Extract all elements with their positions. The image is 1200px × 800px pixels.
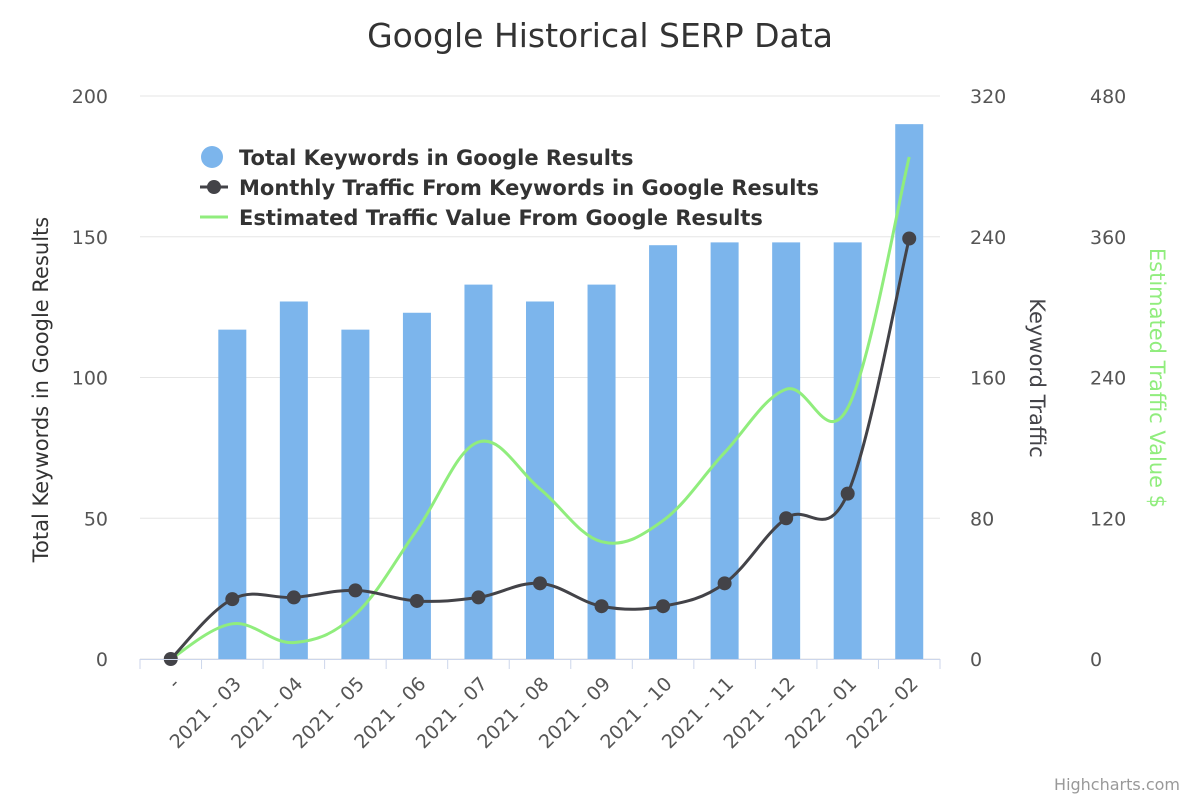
line-series[interactable] bbox=[163, 156, 917, 666]
axes: 0 0 0 50 80 120 100 160 240 150 240 360 200 320 480 Tot… bbox=[29, 86, 1169, 671]
traffic-axis-title: Keyword Traffic bbox=[1025, 298, 1049, 457]
credits-link[interactable]: Highcharts.com bbox=[1054, 775, 1180, 794]
bar-keywords[interactable] bbox=[895, 124, 924, 659]
legend-item[interactable]: Total Keywords in Google Results bbox=[201, 146, 633, 170]
left-axis-title: Total Keywords in Google Results bbox=[29, 217, 53, 563]
traffic-point-marker[interactable] bbox=[656, 599, 671, 614]
legend-symbol bbox=[201, 146, 223, 168]
left-axis-tick-label: 200 bbox=[72, 86, 108, 108]
x-axis-tick-label: - bbox=[164, 673, 184, 693]
traffic-point-marker[interactable] bbox=[717, 576, 732, 591]
bar-keywords[interactable] bbox=[587, 284, 616, 659]
traffic-axis-tick-label: 320 bbox=[970, 86, 1006, 108]
left-axis-tick-label: 100 bbox=[72, 368, 108, 390]
traffic-point-marker[interactable] bbox=[902, 231, 917, 246]
value-axis-title: Estimated Traffic Value $ bbox=[1145, 248, 1169, 508]
bar-keywords[interactable] bbox=[218, 329, 247, 659]
traffic-point-marker[interactable] bbox=[409, 593, 424, 608]
traffic-point-marker[interactable] bbox=[594, 599, 609, 614]
value-axis-tick-label: 0 bbox=[1090, 649, 1102, 671]
legend-label: Monthly Traffic From Keywords in Google … bbox=[239, 176, 819, 200]
value-axis-tick-label: 480 bbox=[1090, 86, 1126, 108]
traffic-axis-tick-label: 80 bbox=[970, 508, 994, 530]
legend-label: Total Keywords in Google Results bbox=[239, 146, 633, 170]
traffic-point-marker[interactable] bbox=[471, 590, 486, 605]
legend-item[interactable]: Monthly Traffic From Keywords in Google … bbox=[200, 176, 819, 200]
legend[interactable]: Total Keywords in Google Results Monthly … bbox=[200, 146, 819, 230]
value-axis-tick-label: 120 bbox=[1090, 508, 1126, 530]
left-axis-tick-label: 150 bbox=[72, 227, 108, 249]
value-axis-tick-label: 360 bbox=[1090, 227, 1126, 249]
traffic-point-marker[interactable] bbox=[348, 583, 363, 598]
left-axis-tick-label: 0 bbox=[96, 649, 108, 671]
legend-item[interactable]: Estimated Traffic Value From Google Resu… bbox=[200, 206, 763, 230]
bar-series[interactable] bbox=[218, 124, 924, 659]
traffic-point-marker[interactable] bbox=[286, 590, 301, 605]
traffic-point-marker[interactable] bbox=[779, 511, 794, 526]
traffic-point-marker[interactable] bbox=[533, 576, 547, 591]
legend-label: Estimated Traffic Value From Google Resu… bbox=[239, 206, 763, 230]
traffic-axis-tick-label: 0 bbox=[970, 649, 982, 671]
traffic-axis-tick-label: 160 bbox=[970, 368, 1006, 390]
bar-keywords[interactable] bbox=[772, 242, 801, 659]
bar-keywords[interactable] bbox=[833, 242, 862, 659]
traffic-point-marker[interactable] bbox=[840, 486, 855, 501]
bar-keywords[interactable] bbox=[279, 301, 308, 659]
bar-keywords[interactable] bbox=[341, 329, 370, 659]
chart-title: Google Historical SERP Data bbox=[367, 16, 833, 55]
legend-marker bbox=[207, 180, 221, 194]
line-traffic-value[interactable] bbox=[169, 156, 911, 661]
traffic-point-marker[interactable] bbox=[225, 592, 240, 607]
left-axis-tick-label: 50 bbox=[84, 508, 108, 530]
traffic-axis-tick-label: 240 bbox=[970, 227, 1006, 249]
bar-keywords[interactable] bbox=[649, 245, 678, 659]
value-axis-tick-label: 240 bbox=[1090, 368, 1126, 390]
